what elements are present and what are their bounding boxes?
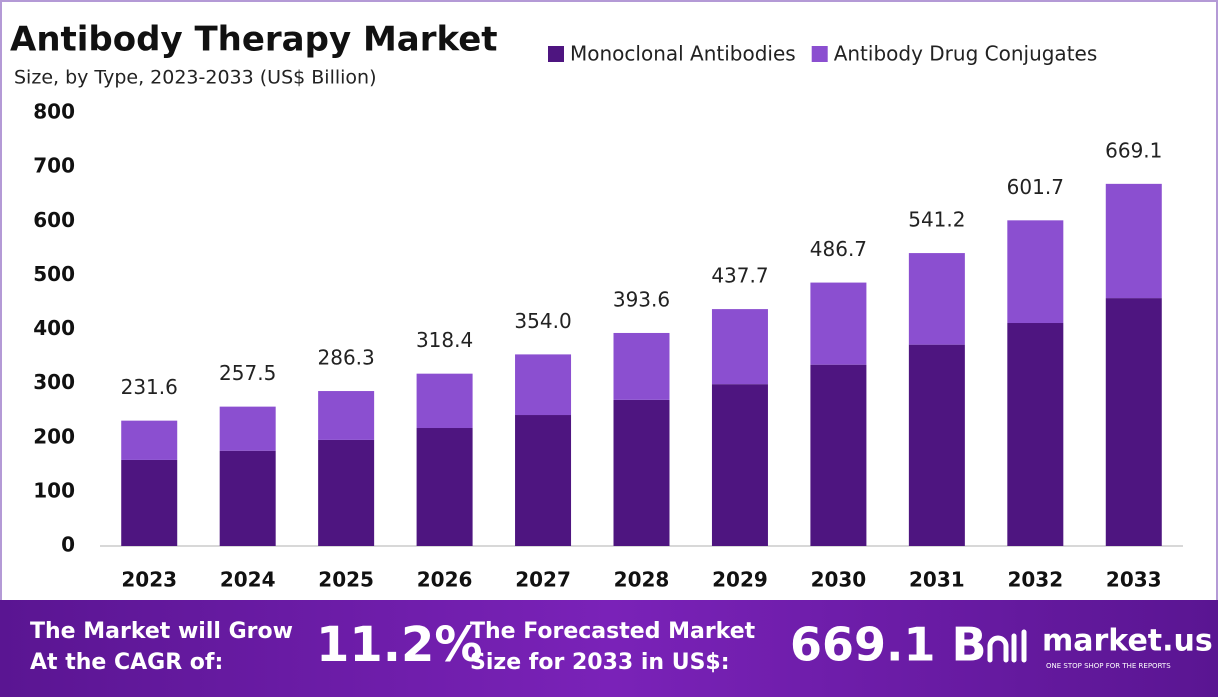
x-tick-label: 2032 [1007,568,1063,592]
bar-segment [515,415,572,546]
x-tick-label: 2024 [220,568,276,592]
bar-segment [908,344,965,546]
forecast-value: 669.1 B [790,618,987,672]
bar-segment [515,354,572,416]
total-label: 318.4 [416,328,473,352]
x-tick-label: 2031 [909,568,965,592]
x-tick-label: 2026 [417,568,473,592]
total-label: 354.0 [514,309,571,333]
cagr-value: 11.2% [316,617,483,673]
legend-label: Monoclonal Antibodies [570,42,796,66]
total-label: 393.6 [613,287,670,311]
bar-segment [219,406,276,451]
legend-swatch [811,46,828,62]
total-label: 257.5 [219,361,276,385]
x-tick-label: 2029 [712,568,768,592]
x-tick-label: 2028 [614,568,670,592]
bar-segment [810,282,867,365]
y-tick-label: 600 [33,208,75,232]
chart-title: Antibody Therapy Market [10,20,498,60]
bar-segment [416,373,473,429]
footer-text: The Market will Grow [30,619,293,644]
footer-text: The Forecasted Market [470,619,756,644]
y-tick-label: 400 [33,316,75,340]
x-tick-label: 2025 [318,568,374,592]
y-tick-label: 0 [61,533,75,557]
bar-segment [121,459,178,546]
bar-segment [613,332,670,400]
y-tick-label: 100 [33,478,75,502]
y-tick-label: 700 [33,154,75,178]
bar-segment [711,384,768,546]
x-tick-label: 2030 [811,568,867,592]
legend-label: Antibody Drug Conjugates [834,42,1098,66]
total-label: 541.2 [908,208,965,232]
legend-swatch [548,46,564,62]
bar-segment [810,364,867,546]
total-label: 437.7 [711,264,768,288]
bar-segment [1007,323,1064,546]
x-tick-label: 2033 [1106,568,1162,592]
bar-segment [1105,298,1162,546]
x-tick-label: 2023 [121,568,177,592]
footer-text: Size for 2033 in US$: [470,650,730,675]
brand-logo [987,629,1027,663]
bar-segment [318,391,375,440]
bar-segment [416,428,473,546]
total-label: 231.6 [121,375,178,399]
total-label: 601.7 [1007,175,1064,199]
bar-segment [1007,220,1064,324]
bar-segment [908,253,965,345]
total-label: 486.7 [810,237,867,261]
x-tick-label: 2027 [515,568,571,592]
y-tick-label: 800 [33,100,75,124]
bar-segment [121,420,178,460]
bar-segment [219,450,276,546]
y-tick-label: 500 [33,262,75,286]
brand: market.us [1042,624,1213,659]
bar-segment [613,399,670,546]
total-label: 286.3 [318,346,375,370]
y-tick-label: 300 [33,370,75,394]
bar-segment [1105,183,1162,299]
bar-segment [318,439,375,546]
tagline: ONE STOP SHOP FOR THE REPORTS [1046,662,1171,670]
footer-text: At the CAGR of: [30,650,223,675]
footer-band [0,600,1218,697]
total-label: 669.1 [1105,138,1162,162]
chart-subtitle: Size, by Type, 2023-2033 (US$ Billion) [14,67,376,89]
bar-segment [711,309,768,385]
y-tick-label: 200 [33,424,75,448]
